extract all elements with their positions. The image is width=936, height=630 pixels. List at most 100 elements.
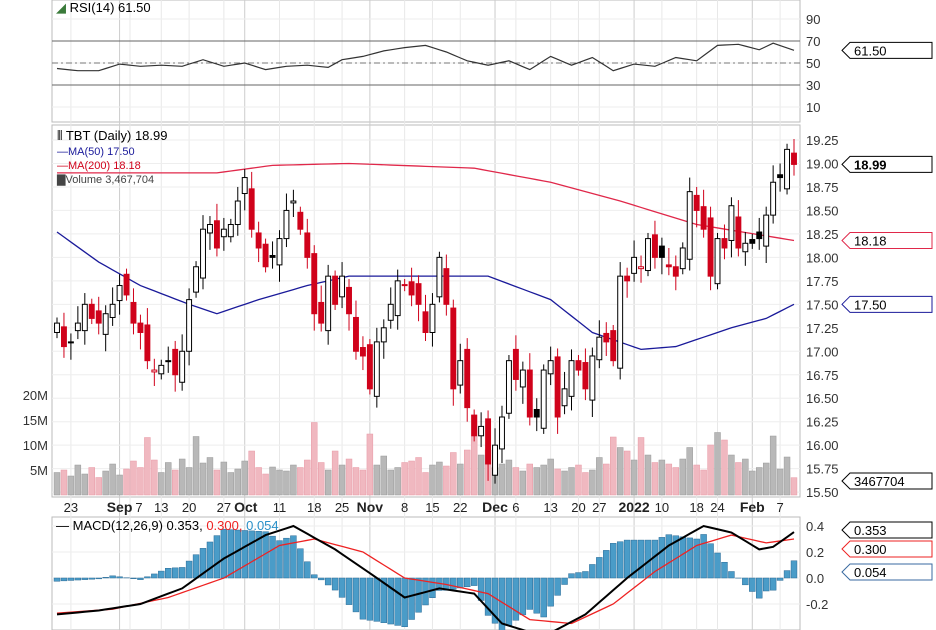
price-legend: ⫴ TBT (Daily) 18.99 [57,129,168,143]
volume-bar [401,462,408,496]
candle-body [387,303,394,321]
candle-body [109,303,116,318]
macd-signal-tag: 0.300 [854,542,887,557]
candle-body [749,239,756,244]
macd-histogram-bar [790,560,798,579]
macd-histogram-bar [338,577,346,598]
volume-bar [415,457,422,496]
candle-body [679,247,686,270]
price-tick: 17.25 [806,321,839,336]
price-tick: 15.75 [806,462,839,477]
macd-hist-tag-box [841,563,933,581]
candle-body [255,232,262,249]
rsi-tick: 70 [806,34,820,49]
macd-histogram-bar [547,577,554,607]
volume-bar [338,464,346,496]
macd-histogram-bar [533,577,540,614]
macd-histogram-bar [582,571,589,579]
volume-bar [290,464,297,496]
macd-histogram-bar [324,577,332,586]
volume-bar [610,436,617,496]
macd-value-tag-box [841,521,933,539]
volume-bar [241,460,248,496]
x-tick-label: 15 [425,500,439,515]
volume-bar [505,459,513,496]
x-tick-label: 7 [135,500,142,515]
candle-body [102,313,109,335]
candle-body [332,275,339,305]
macd-histogram-bar [171,567,179,579]
volume-bar [603,463,610,496]
macd-histogram-bar [109,575,116,579]
volume-bar [568,467,575,496]
candle-body [74,322,81,332]
volume-value-tag: 3467704 [854,474,905,489]
volume-bar [331,450,339,496]
volume-bar [318,462,325,496]
macd-histogram-bar [359,577,367,620]
macd-histogram-bar [276,540,283,579]
macd-histogram-bar [526,577,533,610]
volume-bar [422,472,429,496]
volume-bar [74,464,82,496]
rsi-icon: ◢ [56,0,66,15]
macd-histogram-bar [102,577,109,579]
macd-tick: 0.4 [806,519,824,534]
price-tick: 16.00 [806,438,839,453]
candle-body [603,332,610,343]
volume-bar [88,467,95,496]
candle-body [422,311,429,333]
candle-body [248,188,255,230]
volume-bar [749,470,756,496]
volume-bar [429,464,436,496]
macd-histogram-bar [241,530,248,579]
candle-body [339,275,346,298]
x-tick-label: Nov [357,499,384,515]
macd-histogram-bar [95,577,102,580]
volume-bar [95,477,102,496]
candle-body [158,364,165,375]
macd-histogram-bar [769,577,777,591]
candle-body [353,316,359,352]
x-tick-label: 23 [64,500,78,515]
macd-histogram-bar [429,577,436,598]
candle-body [450,307,457,390]
macd-histogram-bar [130,577,137,579]
candle-body [241,177,248,195]
candle-body [651,234,658,258]
candle-body [568,360,575,397]
macd-histogram-bar [749,577,756,592]
macd-line [56,524,795,630]
candle-body [763,214,770,247]
x-tick-label: 20 [571,500,585,515]
x-tick-label: 22 [453,500,467,515]
volume-bar [623,450,631,496]
volume-bar [130,460,137,496]
candle-body [311,253,318,315]
candle-body [346,286,352,315]
candle-body [318,301,325,324]
macd-histogram-bar [519,577,527,616]
volume-bar [297,467,304,496]
candle-body [394,280,401,317]
ma200-value-tag-box [841,231,933,249]
candle-body [728,205,735,241]
candle-body [429,303,436,333]
macd-histogram-bar [714,552,721,579]
volume-bar [311,422,318,496]
macd-histogram-bar [199,548,207,579]
candle-body [200,228,206,279]
candle-body [415,283,422,305]
volume-bar [408,460,415,496]
volume-bar [324,469,332,496]
x-tick-label: 10 [655,500,669,515]
volume-bar [373,464,381,496]
candle-body [617,275,624,369]
price-tick: 18.75 [806,180,839,195]
macd-histogram-bar [700,534,707,579]
macd-histogram-bar [269,535,276,579]
volume-bar [394,467,401,496]
candle-body [179,350,186,383]
volume-bar [790,477,798,496]
